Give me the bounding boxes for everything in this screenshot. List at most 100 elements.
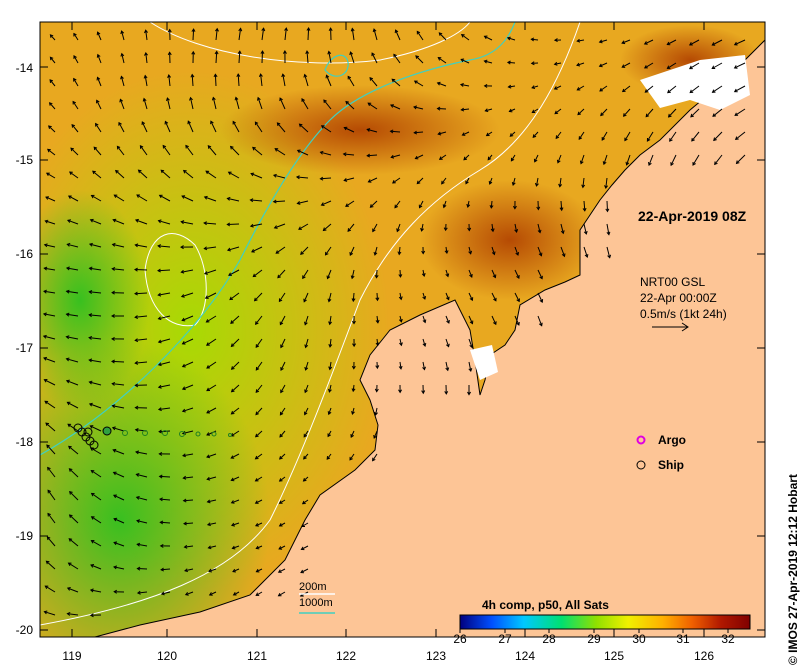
current-vector-head — [45, 196, 49, 200]
current-vector-head — [237, 50, 242, 55]
current-vector-head — [157, 316, 162, 321]
current-vector-head — [160, 169, 165, 174]
current-vector — [204, 246, 217, 250]
current-vector — [185, 591, 194, 596]
current-vector — [250, 173, 263, 179]
current-vector — [306, 51, 309, 64]
current-vector-head — [157, 244, 162, 249]
current-vector-head — [118, 121, 122, 126]
current-vector — [277, 122, 286, 133]
current-vector-head — [254, 121, 259, 126]
current-vector-head — [350, 275, 355, 280]
current-vector-head — [278, 478, 283, 482]
current-vector — [487, 154, 493, 161]
current-vector-head — [182, 498, 187, 503]
current-vector-head — [393, 53, 397, 58]
current-vector-head — [468, 250, 473, 255]
current-vector — [136, 520, 148, 524]
current-vector — [44, 379, 56, 386]
current-vector-head — [512, 205, 517, 210]
current-vector-head — [459, 83, 464, 87]
current-vector — [347, 76, 355, 87]
current-vector-head — [67, 562, 72, 567]
current-vector-head — [342, 152, 347, 157]
current-vector — [145, 30, 148, 41]
current-vector — [182, 315, 194, 321]
current-vector — [416, 31, 424, 41]
current-vector-head — [230, 500, 235, 504]
current-vector — [181, 292, 194, 298]
current-vector-head — [144, 51, 148, 56]
current-vector-head — [45, 560, 50, 565]
current-vector-head — [511, 181, 516, 186]
currents-legend-scale: 0.5m/s (1kt 24h) — [640, 307, 727, 321]
current-vector-head — [328, 343, 333, 348]
current-vector — [645, 108, 654, 118]
current-vector-head — [90, 469, 95, 474]
current-vector-head — [65, 289, 70, 294]
current-vector-head — [136, 590, 141, 595]
current-vector-head — [90, 516, 95, 520]
current-vector — [93, 146, 102, 156]
current-vector-head — [191, 50, 196, 55]
current-vector — [328, 407, 332, 415]
current-vector — [69, 468, 79, 478]
current-vector-head — [203, 195, 208, 200]
current-vector — [279, 97, 286, 110]
current-vector-head — [89, 425, 94, 429]
current-vector — [280, 384, 286, 393]
current-vector — [413, 106, 424, 110]
current-vector-head — [295, 175, 300, 180]
current-vector — [691, 131, 700, 142]
current-vector — [255, 591, 263, 596]
current-vector-head — [73, 55, 77, 59]
current-vector — [489, 177, 493, 185]
current-vector — [44, 267, 56, 271]
current-vector-head — [226, 222, 231, 227]
current-vector-head — [347, 228, 352, 232]
lon-tick-label: 123 — [426, 649, 446, 663]
current-vector-head — [231, 522, 236, 527]
current-vector-head — [374, 274, 379, 279]
current-vector-head — [367, 102, 372, 107]
current-vector — [605, 177, 608, 189]
current-vector — [49, 102, 56, 110]
current-vector-head — [371, 52, 375, 57]
current-vector — [391, 78, 401, 87]
current-vector-head — [515, 251, 520, 256]
current-vector — [461, 34, 470, 41]
current-vector — [69, 491, 79, 501]
current-vector-head — [73, 77, 77, 82]
current-vector-head — [157, 268, 161, 273]
current-vector-head — [134, 315, 139, 320]
current-vector — [69, 171, 79, 179]
current-vector-head — [135, 450, 140, 455]
current-vector-head — [255, 411, 259, 416]
current-vector — [422, 269, 425, 277]
current-vector — [50, 56, 56, 64]
current-vector-head — [688, 65, 693, 70]
current-vector-head — [468, 368, 473, 372]
current-vector-head — [284, 27, 288, 32]
current-vector — [328, 292, 332, 302]
current-vector — [396, 223, 401, 232]
current-vector — [158, 292, 171, 296]
lon-tick-label: 124 — [515, 649, 535, 663]
current-vector-head — [351, 298, 356, 303]
current-vector — [160, 521, 171, 524]
current-vector-head — [119, 98, 124, 103]
current-vector — [135, 361, 148, 364]
current-vector — [231, 522, 240, 526]
current-vector — [414, 131, 424, 134]
current-vector — [514, 292, 520, 302]
current-vector — [349, 453, 355, 461]
current-vector-head — [206, 454, 211, 459]
current-vector — [437, 108, 447, 110]
current-vector-head — [484, 108, 489, 113]
current-vector-head — [69, 491, 73, 495]
current-vector — [229, 292, 240, 301]
current-vector-head — [96, 31, 101, 36]
current-vector-head — [255, 592, 260, 596]
current-vector — [376, 338, 379, 346]
